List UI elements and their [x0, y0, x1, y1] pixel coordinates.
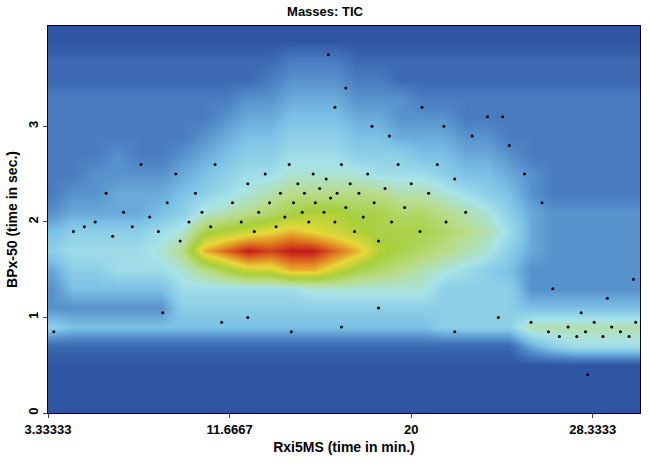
svg-text:Rxi5MS (time in min.): Rxi5MS (time in min.): [273, 439, 415, 455]
svg-text:1: 1: [26, 312, 41, 319]
svg-text:3: 3: [26, 121, 41, 128]
svg-text:0: 0: [26, 407, 41, 414]
svg-text:Masses: TIC: Masses: TIC: [287, 4, 363, 19]
svg-text:BPx-50 (time in sec.): BPx-50 (time in sec.): [4, 151, 20, 288]
svg-text:3.33333: 3.33333: [25, 422, 72, 437]
svg-text:11.6667: 11.6667: [206, 422, 252, 437]
svg-text:28.3333: 28.3333: [569, 422, 616, 437]
svg-text:20: 20: [404, 422, 418, 437]
svg-text:2: 2: [26, 216, 41, 223]
